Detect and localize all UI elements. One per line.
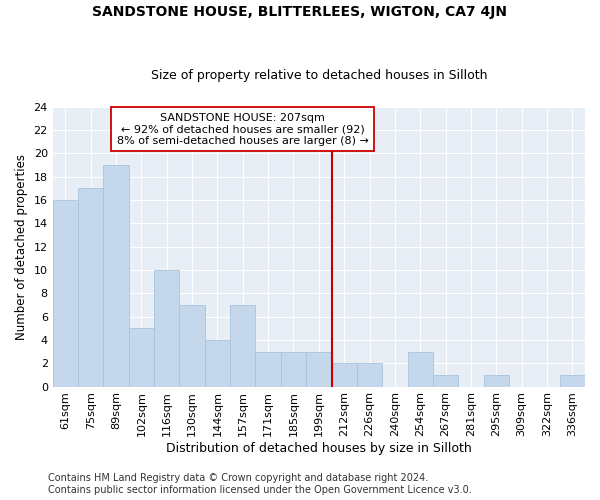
Bar — [332, 364, 357, 386]
Bar — [357, 364, 382, 386]
Bar — [154, 270, 179, 386]
Bar — [484, 375, 509, 386]
Bar — [205, 340, 230, 386]
Bar — [433, 375, 458, 386]
Bar — [53, 200, 78, 386]
Bar — [281, 352, 306, 386]
Title: Size of property relative to detached houses in Silloth: Size of property relative to detached ho… — [151, 69, 487, 82]
Bar — [560, 375, 585, 386]
Bar — [306, 352, 332, 386]
Bar — [256, 352, 281, 386]
Bar — [129, 328, 154, 386]
Text: SANDSTONE HOUSE: 207sqm
← 92% of detached houses are smaller (92)
8% of semi-det: SANDSTONE HOUSE: 207sqm ← 92% of detache… — [117, 112, 369, 146]
Bar — [78, 188, 103, 386]
Bar — [407, 352, 433, 386]
Bar — [230, 305, 256, 386]
X-axis label: Distribution of detached houses by size in Silloth: Distribution of detached houses by size … — [166, 442, 472, 455]
Text: SANDSTONE HOUSE, BLITTERLEES, WIGTON, CA7 4JN: SANDSTONE HOUSE, BLITTERLEES, WIGTON, CA… — [92, 5, 508, 19]
Text: Contains HM Land Registry data © Crown copyright and database right 2024.
Contai: Contains HM Land Registry data © Crown c… — [48, 474, 472, 495]
Y-axis label: Number of detached properties: Number of detached properties — [15, 154, 28, 340]
Bar — [103, 165, 129, 386]
Bar — [179, 305, 205, 386]
